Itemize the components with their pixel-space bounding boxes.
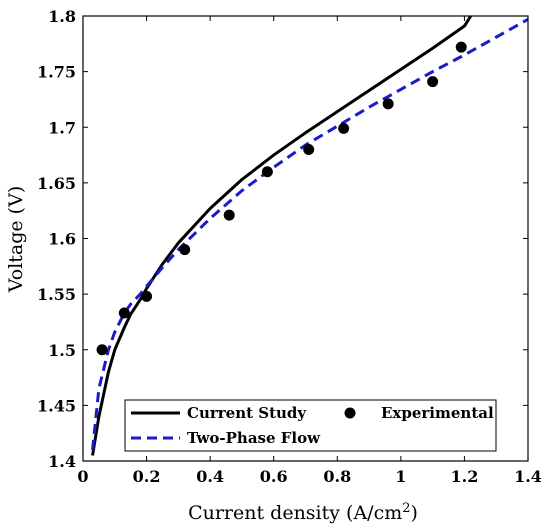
experimental-point	[223, 209, 235, 221]
experimental-point	[141, 290, 153, 302]
current-study-line	[91, 16, 473, 456]
x-tick-label: 0.2	[133, 467, 161, 486]
y-tick-label: 1.4	[48, 452, 76, 471]
y-tick-label: 1.7	[48, 118, 76, 137]
x-tick-label: 0.4	[196, 467, 224, 486]
plot-background	[83, 16, 528, 461]
x-tick-label: 0	[77, 467, 88, 486]
y-tick-label: 1.75	[37, 63, 76, 82]
x-tick-label: 0.6	[260, 467, 288, 486]
y-tick-label: 1.65	[37, 174, 76, 193]
experimental-point	[261, 166, 273, 178]
legend-two-phase-flow-label: Two-Phase Flow	[187, 429, 321, 447]
experimental-point	[427, 76, 439, 88]
legend-current-study-label: Current Study	[187, 404, 307, 422]
x-tick-label: 1.4	[514, 467, 542, 486]
x-tick-label: 0.8	[323, 467, 351, 486]
x-tick-label: 1	[395, 467, 406, 486]
series-layer	[91, 16, 528, 456]
y-tick-label: 1.6	[48, 230, 76, 249]
axes-layer: 0 0.2 0.4 0.6 0.8 1 1.2 1.4 1.4 1.45 1.5 1.55 1.6 1.6…	[37, 7, 542, 486]
experimental-point	[303, 144, 315, 155]
y-axis-label: Voltage (V)	[5, 186, 27, 293]
x-axis-label-main: Current density (A/cm	[188, 502, 402, 524]
legend-box	[124, 399, 497, 452]
legend-experimental-marker	[344, 407, 356, 419]
y-tick-label: 1.8	[48, 7, 76, 26]
experimental-point	[96, 344, 108, 356]
plot-area	[83, 16, 528, 461]
x-axis-label-suffix: )	[411, 502, 418, 524]
legend-experimental-label: Experimental	[381, 404, 494, 422]
experimental-point	[455, 41, 467, 53]
x-axis-label-superscript: 2	[402, 501, 410, 516]
y-tick-label: 1.5	[48, 341, 76, 360]
experimental-point	[382, 98, 394, 110]
experimental-point	[118, 307, 130, 319]
experimental-point	[179, 244, 191, 256]
experimental-point	[338, 122, 350, 134]
x-tick-label: 1.2	[451, 467, 479, 486]
legend: Current Study Two-Phase Flow Experimental	[124, 399, 497, 452]
x-axis-label: Current density (A/cm2)	[188, 501, 418, 524]
y-tick-label: 1.55	[37, 285, 76, 304]
y-tick-label: 1.45	[37, 396, 76, 415]
